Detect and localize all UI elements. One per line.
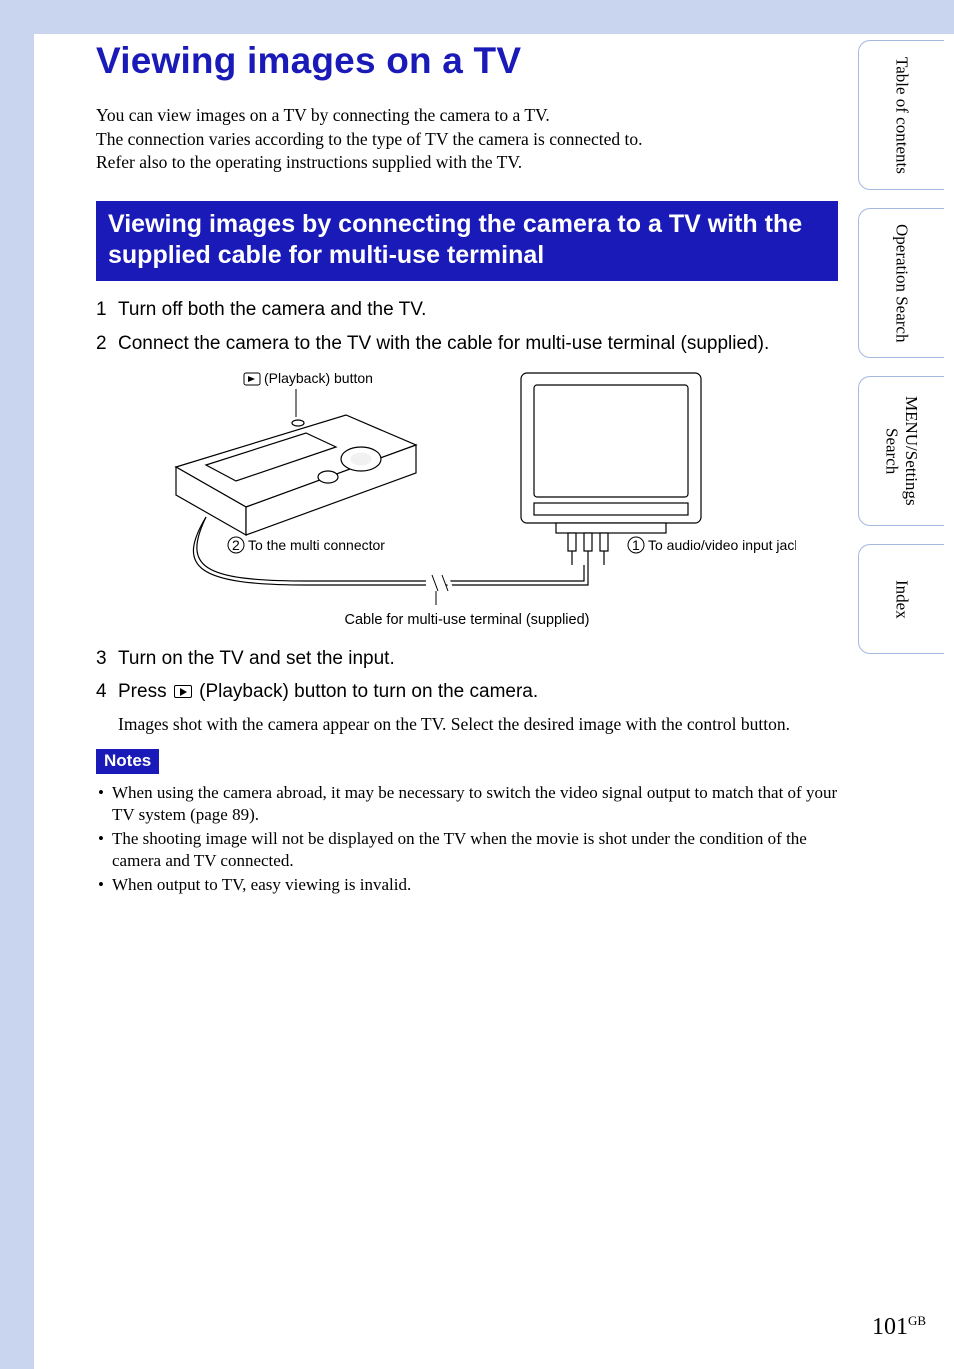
step-number: 2 xyxy=(96,331,118,357)
note-item: When using the camera abroad, it may be … xyxy=(96,782,838,826)
section-heading: Viewing images by connecting the camera … xyxy=(96,201,838,282)
notes-heading: Notes xyxy=(96,749,159,774)
step-text: Turn on the TV and set the input. xyxy=(118,646,838,672)
step-row: 1 Turn off both the camera and the TV. xyxy=(96,297,838,323)
page-region: GB xyxy=(908,1313,926,1328)
page-number-value: 101 xyxy=(872,1314,908,1340)
page-number: 101GB xyxy=(872,1313,926,1341)
connection-diagram: (Playback) button xyxy=(136,367,838,628)
step4-suffix: (Playback) button to turn on the camera. xyxy=(194,681,538,702)
main-content: Viewing images on a TV You can view imag… xyxy=(96,40,838,898)
tab-label: Table of contents xyxy=(892,57,912,174)
tab-label: MENU/Settings Search xyxy=(882,377,921,525)
step-text: Connect the camera to the TV with the ca… xyxy=(118,331,838,357)
step-text: Turn off both the camera and the TV. xyxy=(118,297,838,323)
left-strip xyxy=(0,0,34,1369)
callout-1-text: To audio/video input jacks xyxy=(648,537,796,553)
step-row: 4 Press (Playback) button to turn on the… xyxy=(96,679,838,705)
step-number: 3 xyxy=(96,646,118,672)
page-title: Viewing images on a TV xyxy=(96,40,838,82)
diagram-cable-caption: Cable for multi-use terminal (supplied) xyxy=(96,612,838,628)
tab-label: Index xyxy=(892,580,912,619)
callout-1-num: 1 xyxy=(632,537,640,553)
notes-list: When using the camera abroad, it may be … xyxy=(96,782,838,896)
tab-menu-settings-search[interactable]: MENU/Settings Search xyxy=(858,376,944,526)
tab-table-of-contents[interactable]: Table of contents xyxy=(858,40,944,190)
diagram-svg: (Playback) button xyxy=(136,367,796,607)
step-subtext: Images shot with the camera appear on th… xyxy=(118,713,838,737)
step-row: 2 Connect the camera to the TV with the … xyxy=(96,331,838,357)
playback-icon xyxy=(174,685,192,698)
note-item: When output to TV, easy viewing is inval… xyxy=(96,874,838,896)
diagram-playback-label: (Playback) button xyxy=(264,370,373,386)
tab-label: Operation Search xyxy=(892,224,912,342)
intro-line: You can view images on a TV by connectin… xyxy=(96,104,838,128)
side-tabs: Table of contents Operation Search MENU/… xyxy=(858,40,944,672)
callout-2-num: 2 xyxy=(232,537,240,553)
note-item: The shooting image will not be displayed… xyxy=(96,828,838,872)
step-number: 4 xyxy=(96,679,118,705)
tab-operation-search[interactable]: Operation Search xyxy=(858,208,944,358)
step-number: 1 xyxy=(96,297,118,323)
tab-index[interactable]: Index xyxy=(858,544,944,654)
step-row: 3 Turn on the TV and set the input. xyxy=(96,646,838,672)
callout-2-text: To the multi connector xyxy=(248,537,385,553)
step4-prefix: Press xyxy=(118,681,172,702)
top-banner xyxy=(0,0,954,34)
intro-line: The connection varies according to the t… xyxy=(96,128,838,152)
intro-line: Refer also to the operating instructions… xyxy=(96,151,838,175)
steps-list-2: 3 Turn on the TV and set the input. 4 Pr… xyxy=(96,646,838,705)
step-text: Press (Playback) button to turn on the c… xyxy=(118,679,838,705)
intro-paragraph: You can view images on a TV by connectin… xyxy=(96,104,838,175)
steps-list: 1 Turn off both the camera and the TV. 2… xyxy=(96,297,838,356)
